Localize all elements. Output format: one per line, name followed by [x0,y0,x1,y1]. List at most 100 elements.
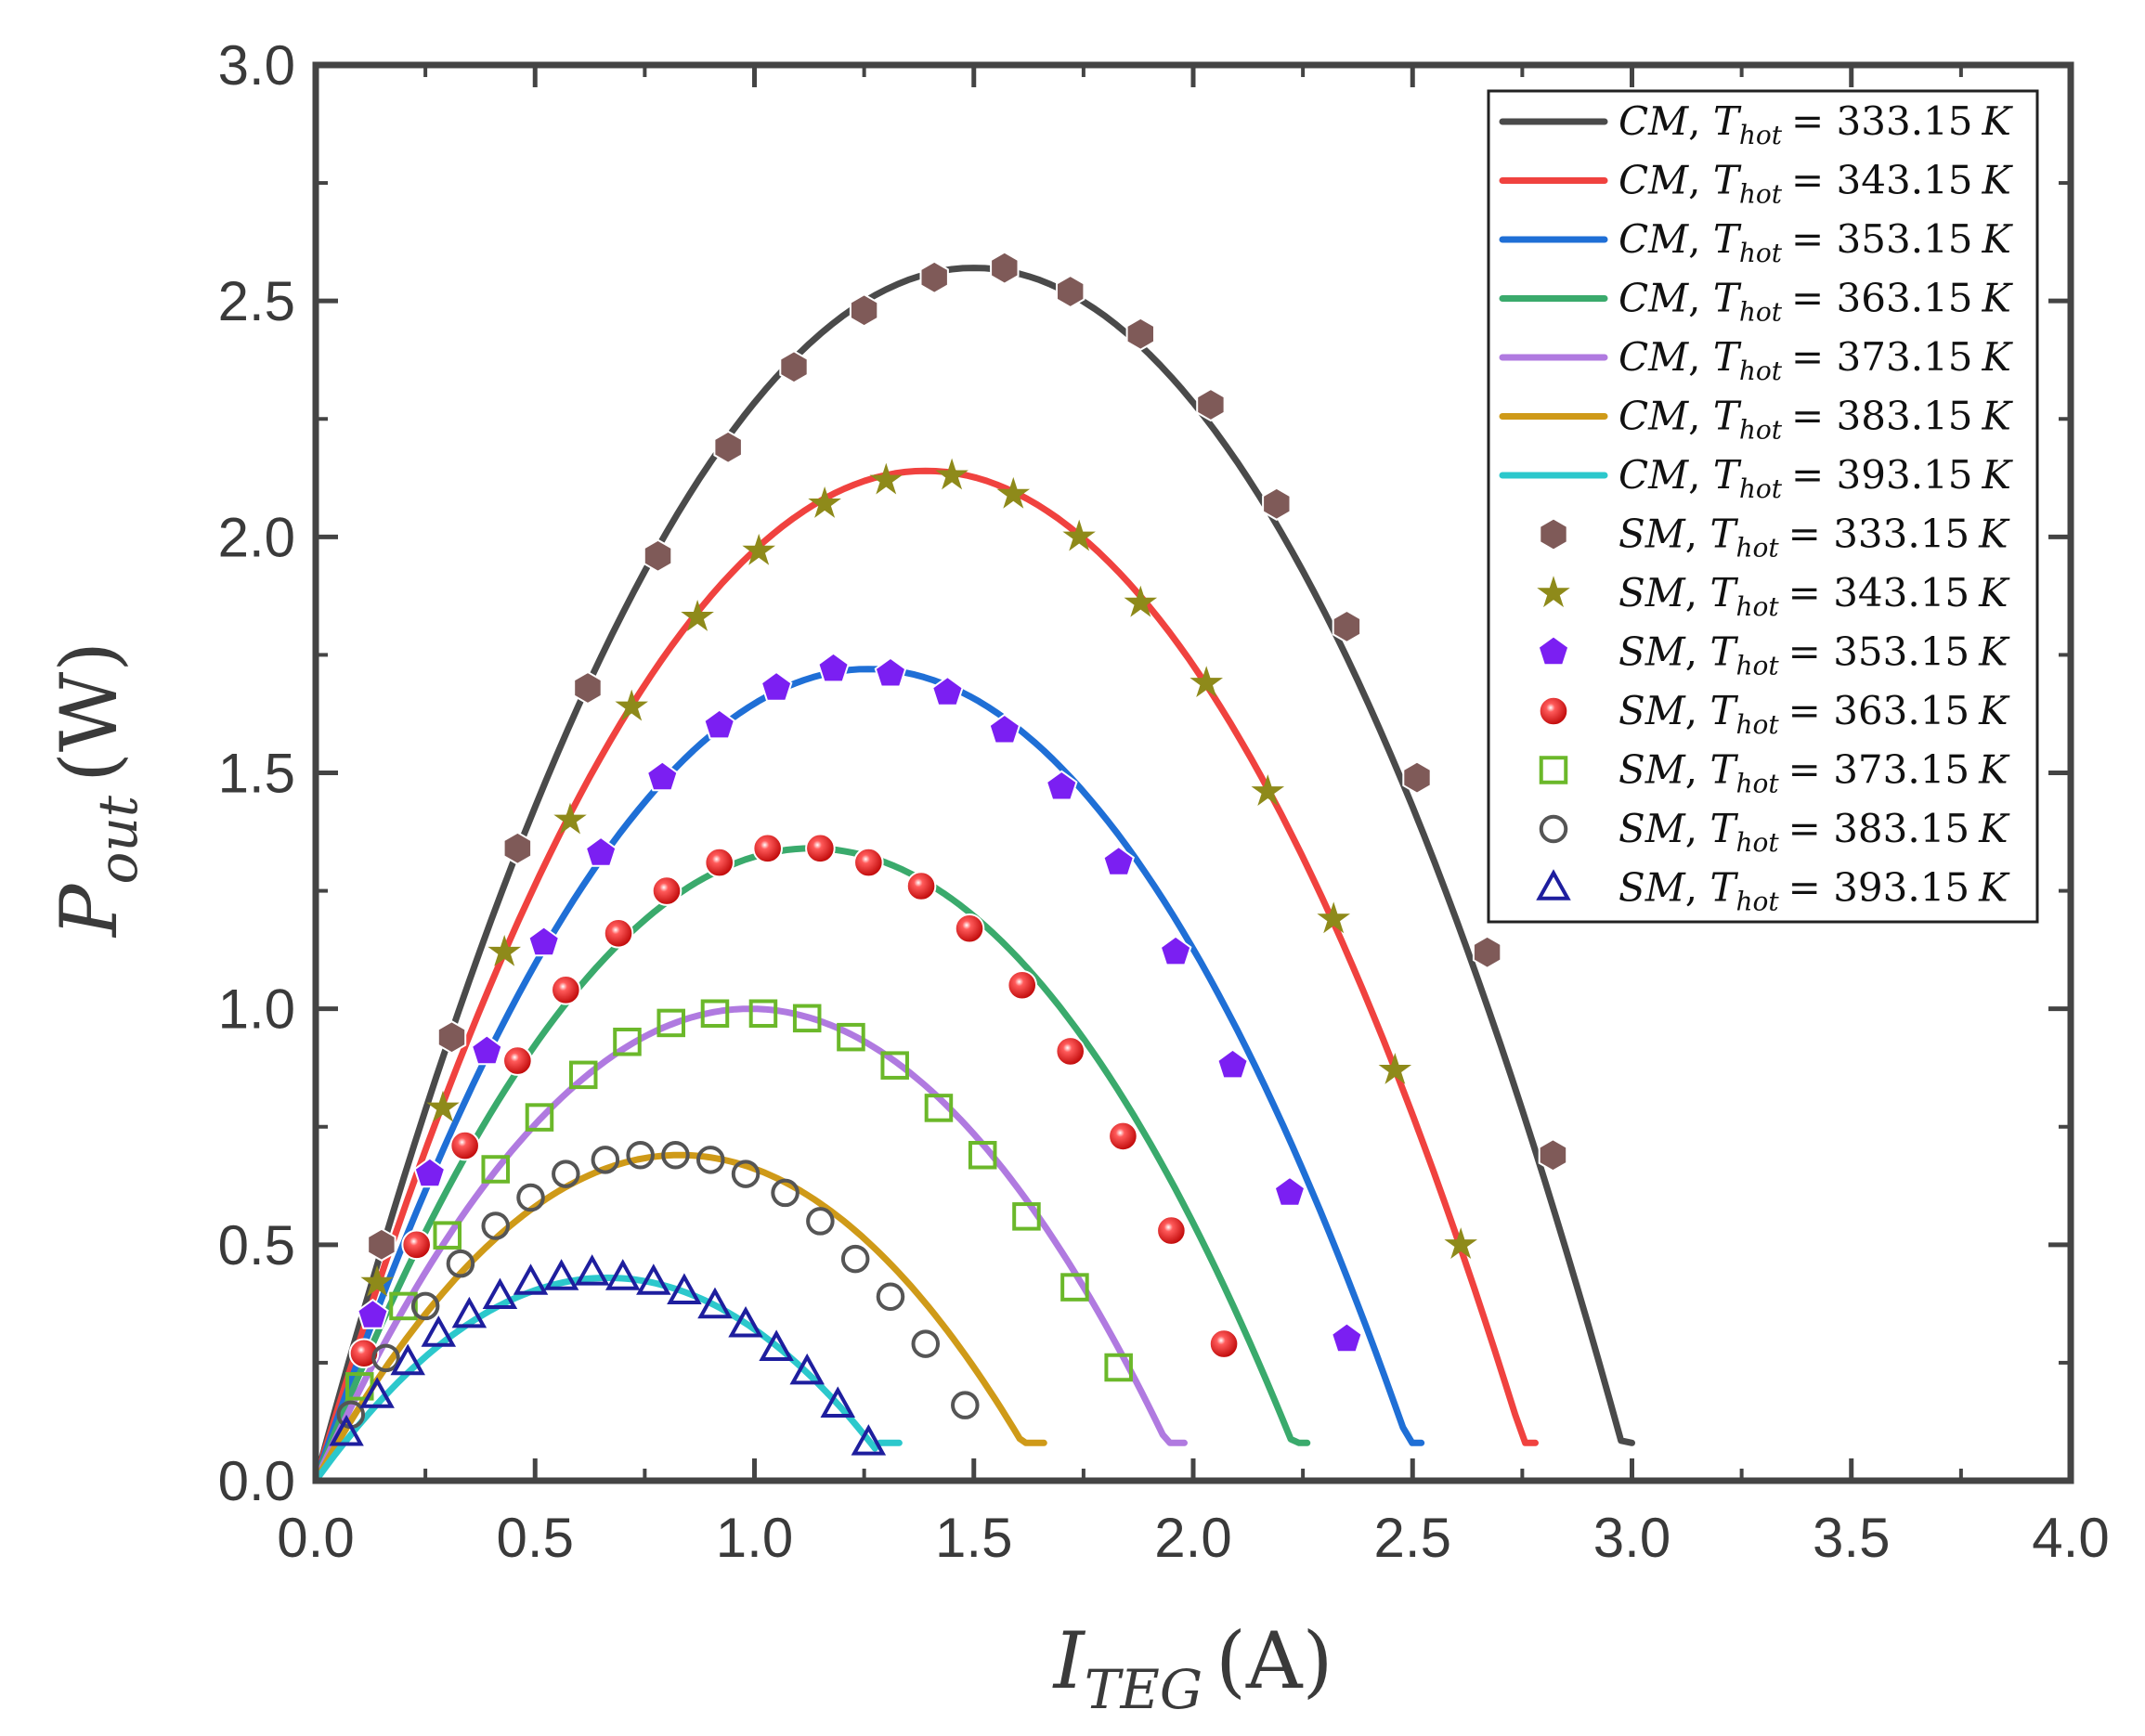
data-point [853,847,884,878]
legend-label: CM, Thot = 343.15 K [1618,158,2014,210]
data-point [421,1315,457,1347]
data-point [1056,274,1086,309]
data-point [481,1211,510,1240]
legend-value: = 383.15 [1791,394,1973,439]
y-tick-label: 1.5 [218,743,295,805]
legend-comma: , [1688,452,1713,498]
data-point [645,760,679,792]
legend-var: T [1710,806,1738,851]
legend-method: CM [1618,98,1689,144]
legend-method: SM [1618,688,1686,733]
x-tick-label: 2.5 [1374,1507,1451,1569]
legend-var: T [1710,629,1738,675]
legend-value: = 333.15 [1788,512,1970,557]
data-point [935,458,968,490]
legend-comma: , [1688,334,1713,380]
data-point [329,1414,364,1446]
legend-var: T [1713,452,1742,498]
data-point [700,999,730,1029]
data-point [470,1034,503,1066]
legend-unit: K [1982,216,2014,262]
data-point [792,1004,822,1033]
series-line [312,1005,1188,1484]
legend-method: SM [1618,747,1686,793]
legend-comma: , [1685,688,1710,733]
data-point [451,1296,488,1328]
data-point [1317,901,1350,934]
legend-method: SM [1618,629,1686,675]
data-point [360,1264,394,1297]
data-point [656,1008,685,1038]
data-point [626,1140,655,1170]
x-tick-label: 3.5 [1813,1507,1890,1569]
legend-sub: hot [1739,179,1783,210]
legend-unit: K [1978,570,2010,615]
legend-method: SM [1618,806,1686,851]
legend-method: CM [1618,334,1689,380]
legend-marker [1538,695,1569,727]
legend-label: SM, Thot = 373.15 K [1618,747,2010,799]
legend-comma: , [1685,747,1710,793]
data-point [988,713,1021,745]
data-point [874,656,907,688]
data-point [1538,1138,1568,1172]
data-point [808,486,841,518]
data-point [905,871,937,901]
data-point [1378,1053,1412,1084]
data-point [820,1386,856,1418]
legend-sub: hot [1736,651,1780,681]
y-tick-label: 0.5 [218,1214,295,1276]
legend-comma: , [1688,394,1713,439]
data-point [697,1287,733,1319]
legend-unit: K [1978,629,2010,675]
legend: CM, Thot = 333.15 KCM, Thot = 343.15 KCM, Th… [1487,89,2039,924]
x-axis-title-unit: (A) [1216,1615,1332,1706]
legend-comma: , [1685,512,1710,557]
y-axis-title-sub: out [86,795,150,884]
legend-marker [1539,756,1568,784]
legend-sub: hot [1736,591,1780,622]
data-point [806,1207,835,1236]
data-point [603,918,634,949]
data-point [613,1027,642,1056]
data-point [1444,1227,1477,1259]
data-point [742,533,775,565]
legend-sub: hot [1739,120,1783,150]
data-point [968,1140,997,1170]
data-point [516,1183,545,1212]
legend-method: CM [1618,158,1689,203]
legend-var: T [1713,158,1742,203]
legend-comma: , [1688,98,1713,144]
data-point [591,1146,620,1174]
data-point [389,1291,418,1321]
data-point [1208,1328,1240,1359]
data-point [426,1090,460,1122]
legend-label: CM, Thot = 393.15 K [1618,452,2014,504]
data-point [805,833,836,864]
data-point [344,1372,374,1401]
legend-method: CM [1618,276,1689,321]
legend-marker [1536,869,1571,900]
data-point [990,251,1020,285]
legend-comma: , [1688,158,1713,203]
data-point [367,1227,396,1262]
data-point [481,1155,510,1184]
legend-unit: K [1978,806,2010,851]
legend-value: = 393.15 [1788,865,1970,911]
legend-comma: , [1688,216,1713,262]
data-point [789,1353,825,1385]
data-point [573,670,603,706]
data-point [771,1178,800,1208]
data-point [543,1259,579,1290]
legend-method: SM [1618,865,1686,911]
data-point [357,1298,389,1329]
data-point [667,1273,702,1304]
data-point [876,1282,905,1312]
legend-sub: hot [1736,709,1780,740]
legend-method: SM [1618,570,1686,615]
legend-unit: K [1978,512,2010,557]
legend-unit: K [1982,98,2014,144]
legend-value: = 363.15 [1791,276,1973,321]
series-line [312,666,1425,1484]
data-point [1102,845,1135,876]
